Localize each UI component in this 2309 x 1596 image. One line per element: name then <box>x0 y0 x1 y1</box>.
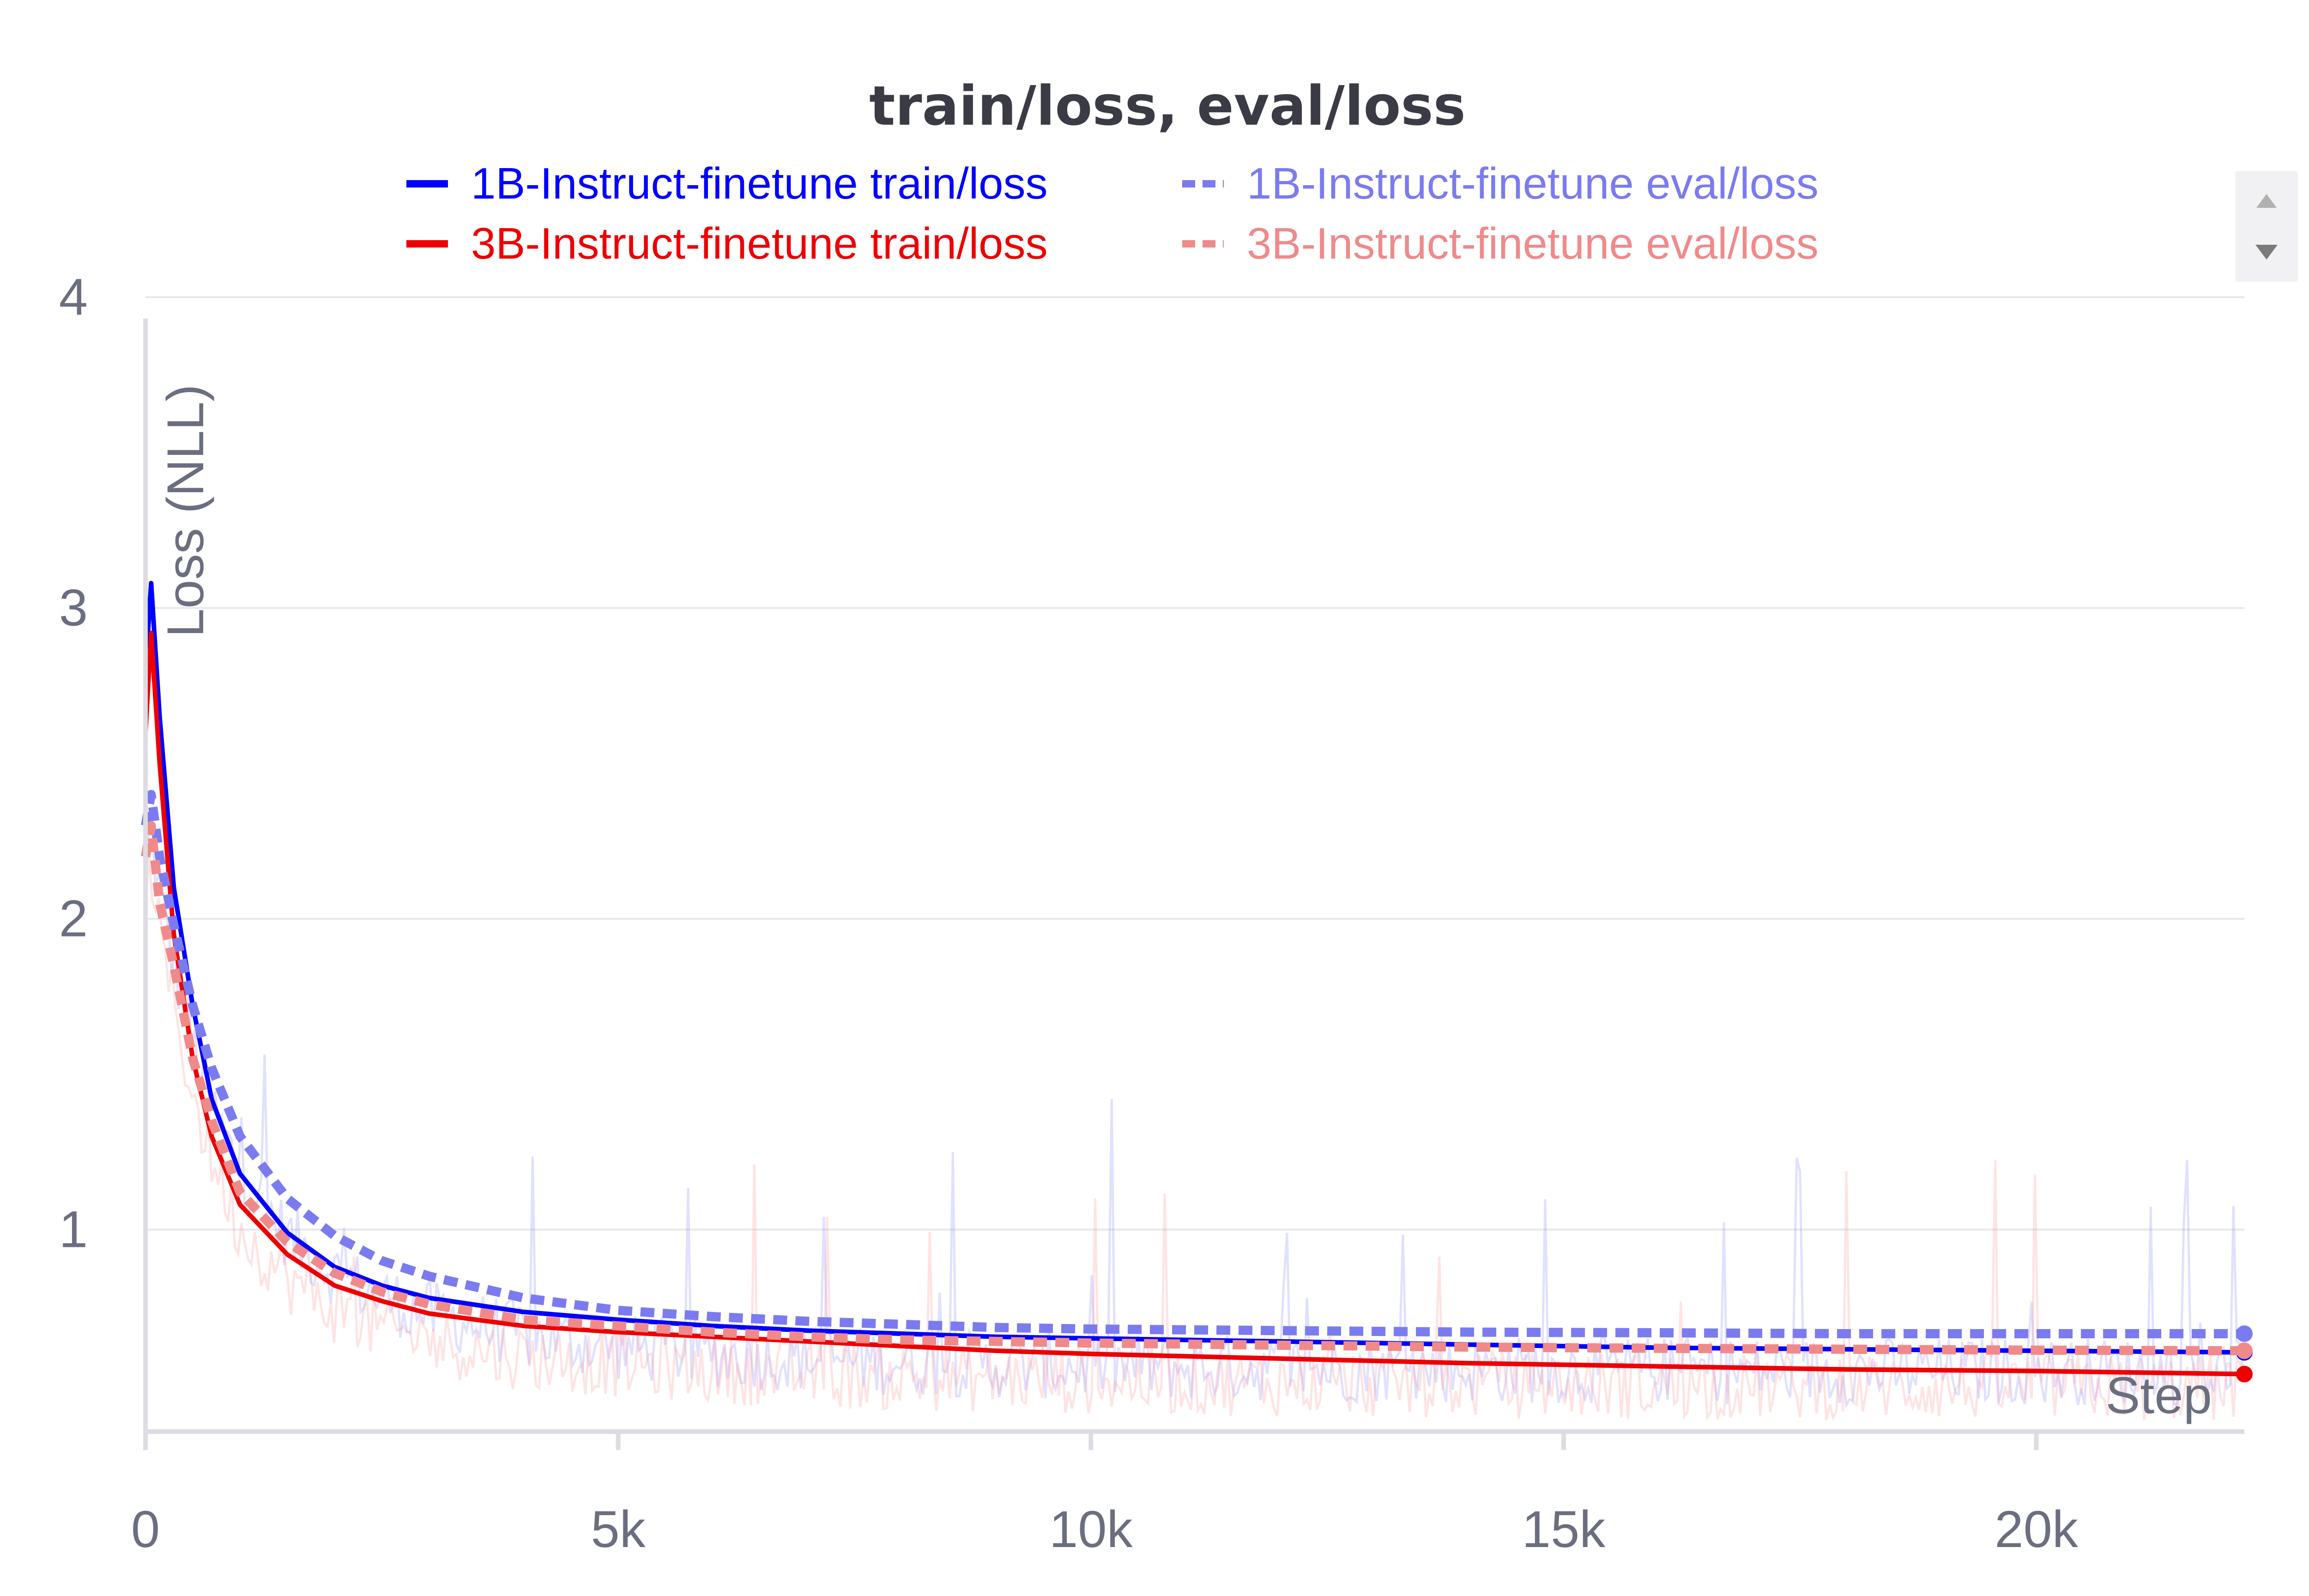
x-tick-label: 20k <box>1995 1500 2079 1558</box>
y-tick-label: 3 <box>59 579 88 637</box>
y-tick-label: 4 <box>59 268 88 326</box>
series-layer <box>141 580 2253 1383</box>
legend-label[interactable]: 3B-Instruct-finetune train/loss <box>471 219 1048 268</box>
series-line-1[interactable] <box>143 630 2245 1377</box>
y-tick-label: 2 <box>59 890 88 948</box>
x-axis-title: Step <box>2106 1366 2212 1424</box>
x-tick-label: 5k <box>591 1500 646 1558</box>
grid <box>145 296 2244 1231</box>
axes: 1 2 3 4 0 5k 10k 15k 20k <box>59 268 2244 1558</box>
series-end-point[interactable] <box>2236 1342 2253 1360</box>
series-line-3[interactable] <box>141 821 2245 1355</box>
x-tick-label: 10k <box>1049 1500 1133 1558</box>
series-end-point[interactable] <box>2236 1325 2253 1342</box>
chart-title: train/loss, eval/loss <box>869 74 1466 138</box>
y-axis-title: Loss (NLL) <box>157 384 214 637</box>
x-tick-label: 15k <box>1522 1500 1606 1558</box>
series-end-point[interactable] <box>2236 1366 2253 1383</box>
plot-area[interactable]: 1 2 3 4 0 5k 10k 15k 20k <box>59 268 2253 1558</box>
triangle-down-icon[interactable] <box>2255 245 2278 260</box>
legend[interactable]: 1B-Instruct-finetune train/loss 1B-Instru… <box>406 159 1819 268</box>
legend-scroll-control[interactable] <box>2235 171 2298 282</box>
legend-label[interactable]: 1B-Instruct-finetune eval/loss <box>1247 159 1819 208</box>
triangle-up-icon[interactable] <box>2256 194 2277 208</box>
legend-label[interactable]: 1B-Instruct-finetune train/loss <box>471 159 1048 208</box>
series-line-2[interactable] <box>141 790 2244 1338</box>
series-line-0[interactable] <box>143 580 2245 1355</box>
y-tick-label: 1 <box>59 1201 88 1258</box>
legend-label[interactable]: 3B-Instruct-finetune eval/loss <box>1247 219 1819 268</box>
x-tick-label: 0 <box>131 1500 160 1558</box>
